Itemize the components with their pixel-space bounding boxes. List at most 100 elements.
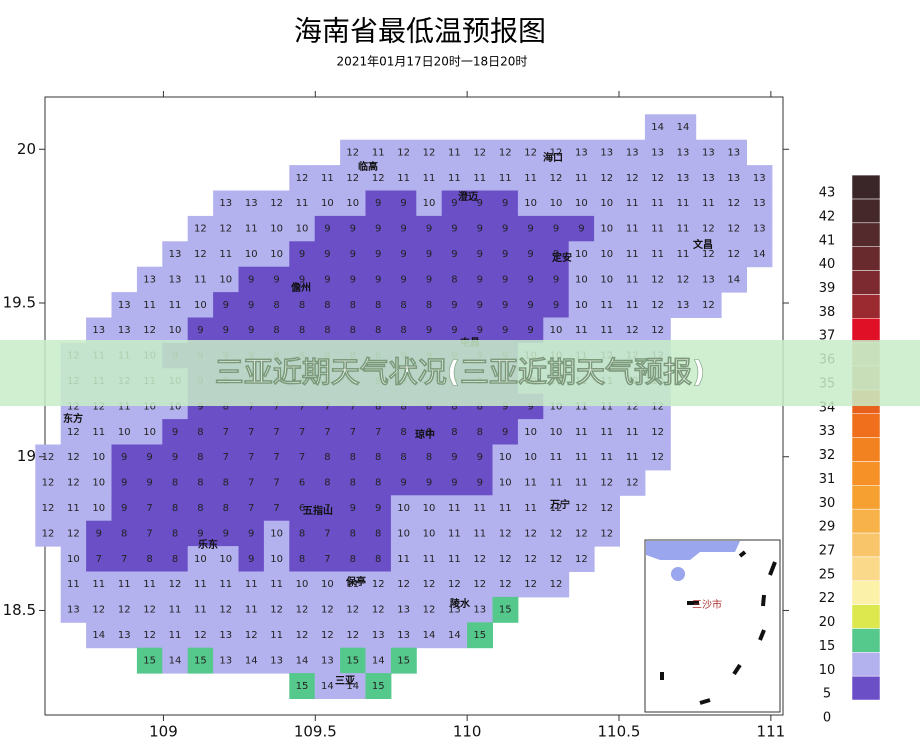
grid-value: 9 [197, 528, 203, 539]
grid-value: 11 [600, 427, 613, 438]
grid-value: 11 [626, 249, 639, 260]
grid-value: 12 [550, 173, 563, 184]
grid-value: 9 [451, 300, 457, 311]
grid-value: 12 [550, 528, 563, 539]
grid-cell [695, 241, 722, 268]
grid-value: 11 [448, 147, 461, 158]
grid-cell [86, 444, 112, 471]
grid-cell [517, 292, 544, 318]
grid-value: 12 [423, 605, 436, 616]
grid-value: 12 [473, 147, 486, 158]
grid-cell [568, 419, 595, 445]
city: 东方 [63, 412, 83, 425]
y-tick-label: 20 [17, 140, 36, 158]
grid-cell [60, 495, 87, 522]
grid-value: 10 [600, 198, 613, 209]
grid-value: 8 [273, 325, 279, 336]
grid-value: 10 [296, 224, 309, 235]
grid-value: 13 [219, 655, 232, 666]
grid-value: 8 [299, 554, 305, 565]
grid-value: 12 [42, 528, 55, 539]
grid-cell [543, 139, 570, 166]
grid-cell [390, 571, 417, 598]
grid-cell [136, 495, 163, 522]
grid-value: 7 [223, 427, 229, 438]
grid-value: 10 [575, 249, 588, 260]
grid-value: 11 [321, 173, 334, 184]
grid-value: 8 [172, 554, 178, 565]
grid-cell [670, 215, 697, 242]
grid-value: 12 [321, 605, 334, 616]
grid-cell [721, 165, 747, 191]
grid-cell [390, 266, 417, 293]
inset-border [660, 550, 777, 705]
grid-value: 12 [499, 554, 512, 565]
grid-value: 11 [118, 579, 131, 590]
grid-cell [467, 571, 493, 598]
grid-cell [263, 495, 290, 522]
grid-cell [644, 165, 671, 191]
grid-cell [467, 444, 493, 471]
grid-value: 11 [245, 224, 258, 235]
grid-value: 13 [702, 274, 715, 285]
grid-value: 8 [172, 478, 178, 489]
grid-value: 7 [248, 452, 254, 463]
grid-cell [238, 596, 265, 623]
grid-value: 7 [273, 478, 279, 489]
grid-value: 9 [527, 401, 533, 412]
grid-value: 15 [296, 681, 309, 692]
grid-value: 14 [346, 681, 359, 692]
grid-cell [289, 647, 316, 674]
legend-swatch [851, 270, 881, 295]
grid-value: 9 [248, 325, 254, 336]
grid-cell [60, 419, 87, 445]
grid-cell [441, 622, 468, 649]
grid-cell [213, 215, 239, 242]
grid-value: 8 [121, 528, 127, 539]
grid-value: 8 [400, 401, 406, 412]
grid-cell [543, 241, 570, 268]
grid-cell [568, 241, 595, 268]
grid-cell [543, 292, 570, 318]
legend-label: 30 [819, 496, 836, 511]
grid-cell [60, 596, 87, 623]
grid-value: 9 [248, 300, 254, 311]
grid-cell [136, 647, 163, 674]
grid-value: 10 [575, 300, 588, 311]
x-tick-label: 110 [453, 723, 482, 741]
grid-value: 8 [146, 554, 152, 565]
grid-cell [213, 190, 239, 217]
grid-cell [594, 292, 620, 318]
grid-cell [136, 571, 163, 598]
grid-cell [365, 190, 392, 217]
grid-value: 12 [600, 503, 613, 514]
grid-cell [86, 571, 112, 598]
grid-cell [644, 215, 671, 242]
grid-cell [289, 241, 316, 268]
legend-label: 39 [819, 281, 836, 296]
grid-cell [517, 215, 544, 242]
grid-value: 13 [575, 147, 588, 158]
grid-cell [187, 571, 214, 598]
legend-swatch [851, 556, 881, 581]
grid-value: 14 [423, 630, 436, 641]
grid-cell [441, 317, 468, 344]
grid-value: 7 [248, 427, 254, 438]
subtitle: 2021年01月17日20时一18日20时 [337, 55, 528, 69]
grid-value: 9 [350, 224, 356, 235]
grid-cell [441, 596, 468, 623]
grid-cell [213, 571, 239, 598]
grid-cell [314, 292, 341, 318]
grid-value: 11 [677, 224, 690, 235]
grid-value: 12 [219, 224, 232, 235]
grid-cell [213, 266, 239, 293]
grid-cell [416, 469, 443, 496]
inset-label: 三沙市 [692, 598, 722, 611]
grid-cell [187, 469, 214, 496]
grid-cell [314, 419, 341, 445]
grid-value: 10 [550, 401, 563, 412]
grid-value: 14 [296, 655, 309, 666]
grid-value: 11 [626, 224, 639, 235]
grid-cell [314, 317, 341, 344]
